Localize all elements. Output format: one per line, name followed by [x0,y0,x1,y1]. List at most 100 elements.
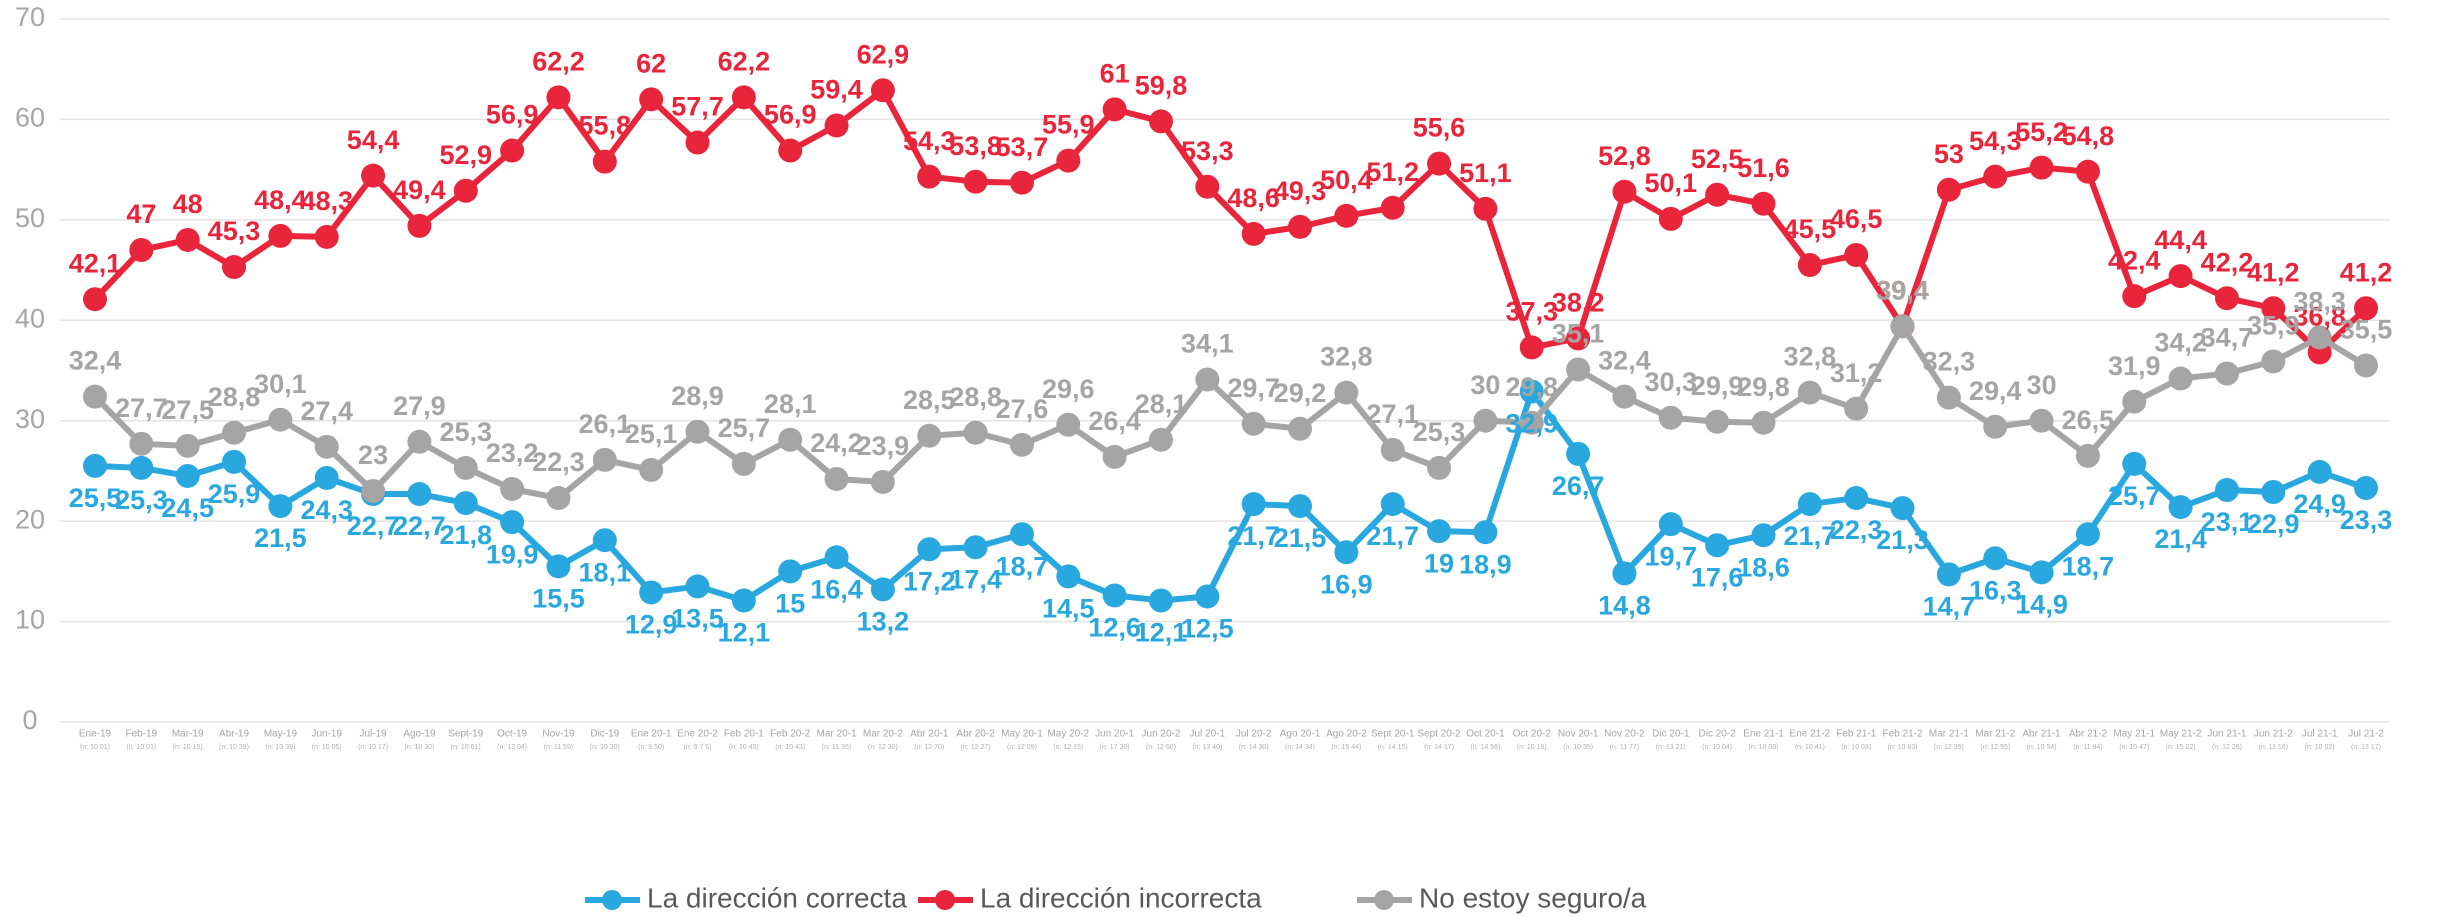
point [963,535,988,560]
point [778,138,803,163]
point [2261,480,2286,505]
point [1288,214,1313,239]
point [83,287,107,312]
point [1288,494,1313,519]
point [2261,296,2286,321]
point [1751,523,1776,548]
point [175,463,200,488]
legend-marker [1374,890,1394,910]
y-tick-label: 20 [15,504,45,534]
point [1705,409,1730,434]
data-label: 22,7 [347,511,400,541]
point [314,224,339,249]
data-label: 57,7 [671,92,724,122]
data-label: 35,5 [2340,315,2393,345]
data-label: 34,2 [2154,328,2207,358]
x-tick-label: Mar 20-1 [817,729,857,740]
point [1056,412,1081,437]
point [1890,496,1915,521]
data-label: 25,7 [2108,481,2161,511]
data-label: 26,7 [1552,471,1605,501]
point [870,78,895,103]
x-tick-sublabel: (n: 10 30) [404,744,434,751]
x-tick-sublabel: (n: 12 09) [1007,744,1037,751]
x-tick-label: Ene 21-1 [1743,729,1784,740]
point [2307,459,2332,484]
data-label: 14,5 [1042,594,1095,624]
data-label: 28,9 [671,381,724,411]
x-tick-label: May 21-2 [2160,729,2202,740]
data-label: 26,5 [2062,405,2115,435]
x-tick-sublabel: (n: 10 15) [173,744,203,751]
data-label: 41,2 [2340,257,2393,287]
point [1288,416,1313,441]
data-label: 18,7 [2062,551,2115,581]
point [1612,561,1637,586]
x-tick-label: Jul 20-2 [1236,729,1272,740]
point [2075,159,2100,184]
point [2075,443,2100,468]
x-tick-label: Feb-19 [126,729,158,740]
x-tick-label: Jun-19 [311,729,342,740]
data-label: 22,9 [2247,509,2300,539]
data-label: 12,1 [718,618,771,648]
data-label: 19,9 [486,539,539,569]
data-label: 29,8 [1505,372,1558,402]
data-label: 12,9 [625,610,678,640]
x-tick-sublabel: (n: 11 35) [822,744,851,751]
data-label: 15,5 [532,583,585,613]
x-tick-sublabel: (n: 10 39) [219,744,249,751]
x-tick-sublabel: (n: 10 47) [2119,744,2149,751]
x-tick-sublabel: (n: 15 44) [1331,744,1361,751]
x-tick-label: Ene 21-2 [1790,729,1831,740]
point [2354,296,2378,321]
data-label: 25,5 [69,483,122,513]
data-label: 19,7 [1645,541,1698,571]
point [1009,170,1034,195]
data-label: 27,1 [1366,399,1419,429]
data-label: 21,5 [254,523,307,553]
data-label: 39,4 [1876,275,1929,305]
point [685,130,710,155]
data-label: 38,3 [2293,286,2346,316]
data-label: 55,9 [1042,110,1095,140]
point [1983,546,2008,571]
data-label: 23,1 [2201,507,2254,537]
legend-label: La dirección correcta [647,882,907,913]
point [222,420,247,445]
data-label: 32,8 [1320,342,1373,372]
data-label: 25,3 [1413,417,1466,447]
point [917,537,942,562]
y-tick-label: 40 [15,303,45,333]
data-label: 21,7 [1227,521,1280,551]
point [1566,357,1591,382]
data-label: 50,1 [1645,168,1698,198]
data-label: 13,5 [671,604,724,634]
data-label: 51,6 [1737,153,1790,183]
point [1890,314,1915,339]
point [1983,414,2008,439]
point [1148,427,1173,452]
x-tick-sublabel: (n: 14 15) [1378,744,1408,751]
point [592,149,617,174]
x-tick-label: Abr-19 [219,729,249,740]
y-tick-label: 60 [15,103,45,133]
data-label: 53,7 [996,132,1049,162]
point [917,164,942,189]
data-label: 47 [126,199,156,229]
data-label: 24,3 [300,495,353,525]
x-tick-label: Oct 20-2 [1513,729,1552,740]
point [778,427,803,452]
data-label: 50,4 [1320,165,1373,195]
point [1056,148,1081,173]
point [83,384,107,409]
x-tick-sublabel: (n: 11 84) [2073,744,2102,751]
data-label: 24,5 [161,493,214,523]
point [268,407,293,432]
data-label: 38,2 [1552,287,1605,317]
x-tick-label: Mar-19 [172,729,204,740]
data-label: 21,3 [1876,525,1929,555]
data-label: 39,4 [1876,275,1929,305]
x-tick-label: Sept 20-1 [1371,729,1415,740]
